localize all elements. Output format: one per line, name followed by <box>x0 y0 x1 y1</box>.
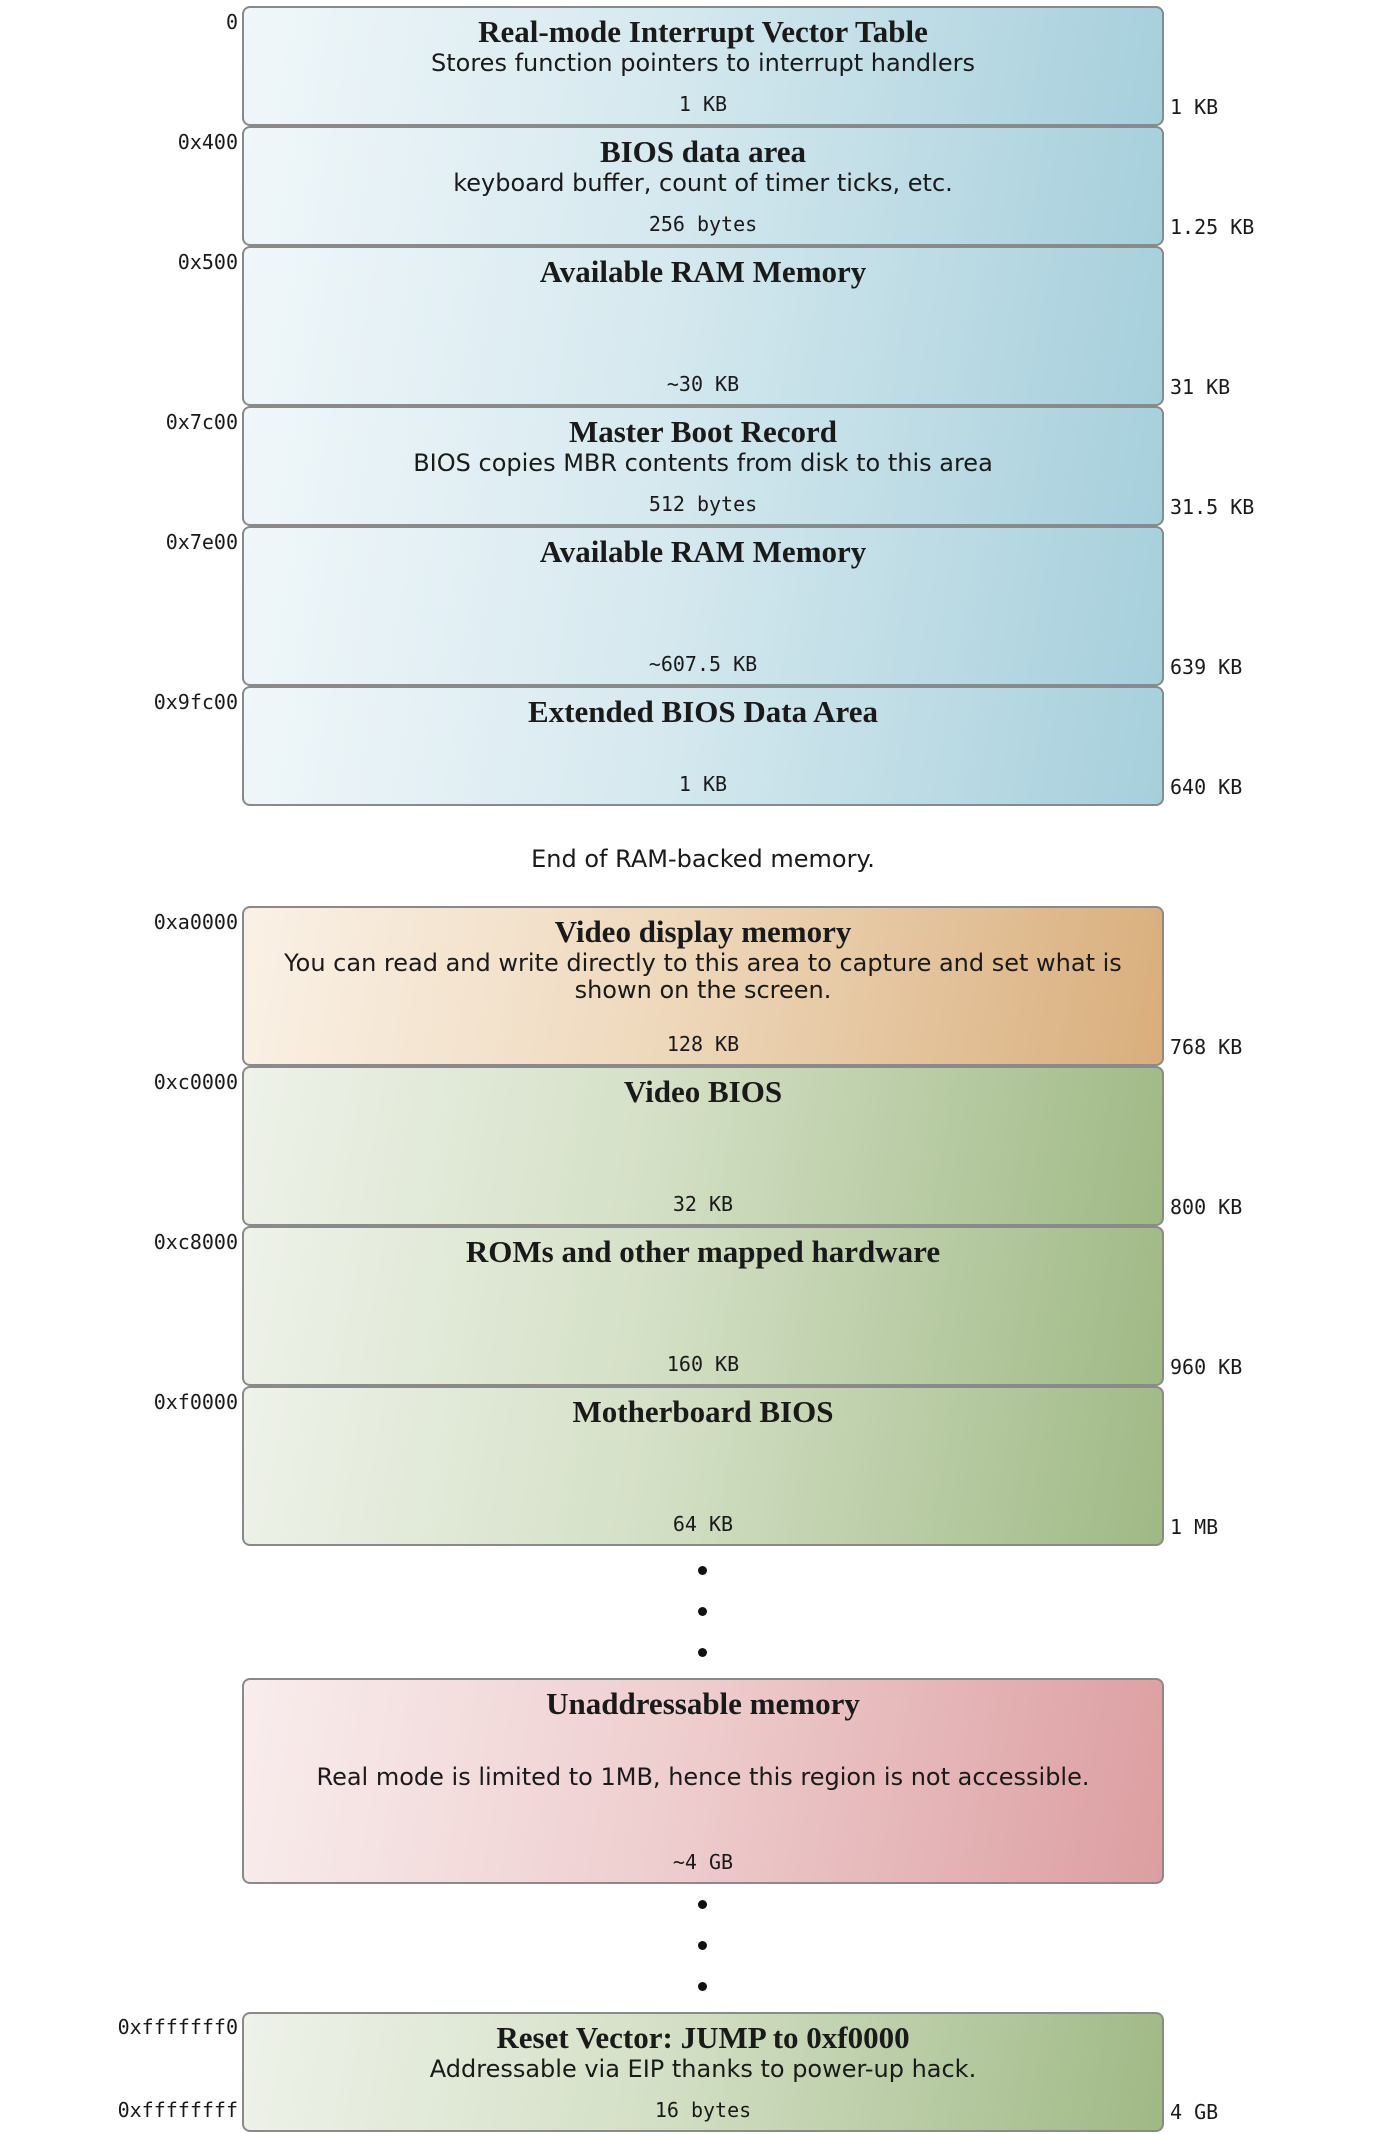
region-title: Reset Vector: JUMP to 0xf0000 <box>496 2020 910 2055</box>
region-size: 32 KB <box>672 1192 734 1216</box>
region-size: 64 KB <box>672 1512 734 1536</box>
memory-region-video-bios: Video BIOS 32 KB <box>242 1066 1164 1226</box>
region-size: 128 KB <box>666 1032 740 1056</box>
cumulative-size-label: 4 GB <box>1170 2100 1219 2124</box>
start-address-label: 0x500 <box>177 250 238 274</box>
region-description: Stores function pointers to interrupt ha… <box>431 49 975 77</box>
region-title: Video display memory <box>554 914 852 949</box>
start-address-label: 0xa0000 <box>153 910 238 934</box>
region-title: Real-mode Interrupt Vector Table <box>478 14 928 49</box>
region-size: 16 bytes <box>654 2098 752 2122</box>
ellipsis-dot <box>698 1982 707 1991</box>
region-title: Master Boot Record <box>568 414 837 449</box>
memory-region-unaddressable: Unaddressable memory Real mode is limite… <box>242 1678 1164 1884</box>
ellipsis-dot <box>698 1607 707 1616</box>
memory-region-reset-vector: Reset Vector: JUMP to 0xf0000 Addressabl… <box>242 2012 1164 2132</box>
start-address-label: 0x9fc00 <box>153 690 238 714</box>
start-address-label: 0xfffffff0 <box>117 2015 238 2039</box>
start-address-label: 0 <box>225 10 238 34</box>
start-address-label: 0xc0000 <box>153 1070 238 1094</box>
memory-region-interrupt-vector-table: Real-mode Interrupt Vector Table Stores … <box>242 6 1164 126</box>
region-size: 1 KB <box>678 92 728 116</box>
cumulative-size-label: 768 KB <box>1170 1035 1243 1059</box>
region-size: 1 KB <box>678 772 728 796</box>
region-size: 512 bytes <box>648 492 758 516</box>
memory-region-master-boot-record: Master Boot Record BIOS copies MBR conte… <box>242 406 1164 526</box>
memory-region-video-display-memory: Video display memory You can read and wr… <box>242 906 1164 1066</box>
region-title: Unaddressable memory <box>546 1686 860 1721</box>
memory-region-roms-mapped-hardware: ROMs and other mapped hardware 160 KB <box>242 1226 1164 1386</box>
cumulative-size-label: 31 KB <box>1170 375 1231 399</box>
region-title: Available RAM Memory <box>539 254 867 289</box>
cumulative-size-label: 640 KB <box>1170 775 1243 799</box>
region-size: ~607.5 KB <box>648 652 758 676</box>
cumulative-size-label: 1.25 KB <box>1170 215 1255 239</box>
region-description: Real mode is limited to 1MB, hence this … <box>316 1763 1090 1791</box>
region-description: Addressable via EIP thanks to power-up h… <box>429 2055 977 2083</box>
memory-region-motherboard-bios: Motherboard BIOS 64 KB <box>242 1386 1164 1546</box>
ellipsis-dot <box>698 1566 707 1575</box>
region-title: Motherboard BIOS <box>572 1394 834 1429</box>
cumulative-size-label: 31.5 KB <box>1170 495 1255 519</box>
cumulative-size-label: 1 MB <box>1170 1515 1219 1539</box>
memory-region-available-ram-1: Available RAM Memory ~30 KB <box>242 246 1164 406</box>
cumulative-size-label: 960 KB <box>1170 1355 1243 1379</box>
region-size: 160 KB <box>666 1352 740 1376</box>
region-title: ROMs and other mapped hardware <box>465 1234 941 1269</box>
start-address-label: 0xc8000 <box>153 1230 238 1254</box>
start-address-label: 0x7c00 <box>165 410 238 434</box>
end-address-label: 0xffffffff <box>117 2098 238 2122</box>
ellipsis-dot <box>698 1941 707 1950</box>
memory-region-bios-data-area: BIOS data area keyboard buffer, count of… <box>242 126 1164 246</box>
region-title: Available RAM Memory <box>539 534 867 569</box>
region-description: BIOS copies MBR contents from disk to th… <box>413 449 993 477</box>
region-title: BIOS data area <box>599 134 807 169</box>
region-title: Extended BIOS Data Area <box>528 694 878 729</box>
region-description: You can read and write directly to this … <box>284 949 1122 1004</box>
ellipsis-dot <box>698 1648 707 1657</box>
cumulative-size-label: 1 KB <box>1170 95 1219 119</box>
cumulative-size-label: 639 KB <box>1170 655 1243 679</box>
start-address-label: 0xf0000 <box>153 1390 238 1414</box>
cumulative-size-label: 800 KB <box>1170 1195 1243 1219</box>
region-size: ~4 GB <box>672 1850 734 1874</box>
start-address-label: 0x400 <box>177 130 238 154</box>
region-size: 256 bytes <box>648 212 758 236</box>
region-description: keyboard buffer, count of timer ticks, e… <box>453 169 953 197</box>
start-address-label: 0x7e00 <box>165 530 238 554</box>
ram-boundary-note: End of RAM-backed memory. <box>531 845 875 873</box>
memory-region-extended-bios-data-area: Extended BIOS Data Area 1 KB <box>242 686 1164 806</box>
ellipsis-dot <box>698 1900 707 1909</box>
memory-region-available-ram-2: Available RAM Memory ~607.5 KB <box>242 526 1164 686</box>
region-size: ~30 KB <box>666 372 740 396</box>
region-title: Video BIOS <box>623 1074 783 1109</box>
